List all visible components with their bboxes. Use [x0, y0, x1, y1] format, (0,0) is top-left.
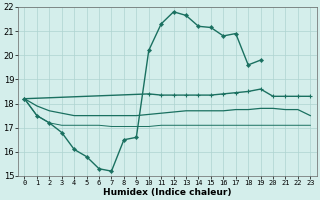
X-axis label: Humidex (Indice chaleur): Humidex (Indice chaleur)	[103, 188, 232, 197]
